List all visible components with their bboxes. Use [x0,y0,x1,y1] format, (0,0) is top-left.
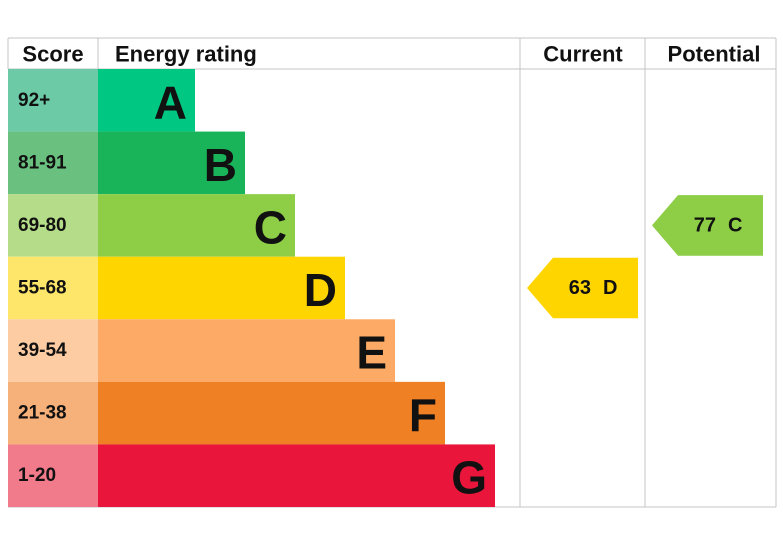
header-energy-rating: Energy rating [115,42,257,67]
score-label: 39-54 [18,340,67,361]
current-letter: D [603,277,617,299]
band-letter: A [154,76,187,128]
rating-bar [98,444,495,507]
score-cell [8,444,98,507]
band-letter: C [254,201,287,253]
band-letter: B [204,139,237,191]
rating-bar [98,69,195,132]
score-label: 69-80 [18,215,67,236]
band-letter: E [356,327,387,379]
rating-bar [98,256,345,320]
current-value: 63 [569,277,591,299]
header-current: Current [543,42,623,67]
score-cell [8,131,98,195]
current-arrow [527,257,638,319]
score-label: 81-91 [18,152,67,173]
score-label: 92+ [18,90,50,111]
header-potential: Potential [668,42,761,67]
potential-value: 77 [694,214,716,236]
band-letter: F [409,389,437,441]
potential-arrow [652,195,763,256]
score-label: 55-68 [18,277,67,298]
rating-bar [98,131,245,195]
score-label: 21-38 [18,403,67,424]
score-cell [8,194,98,257]
band-letter: D [304,264,337,316]
score-label: 1-20 [18,465,56,486]
score-cell [8,256,98,320]
score-cell [8,381,98,445]
header-score: Score [22,42,83,67]
score-cell [8,319,98,382]
rating-bar [98,381,445,445]
band-letter: G [451,452,487,504]
rating-bar [98,194,295,257]
rating-bar [98,319,395,382]
score-cell [8,69,98,132]
potential-letter: C [728,214,742,236]
